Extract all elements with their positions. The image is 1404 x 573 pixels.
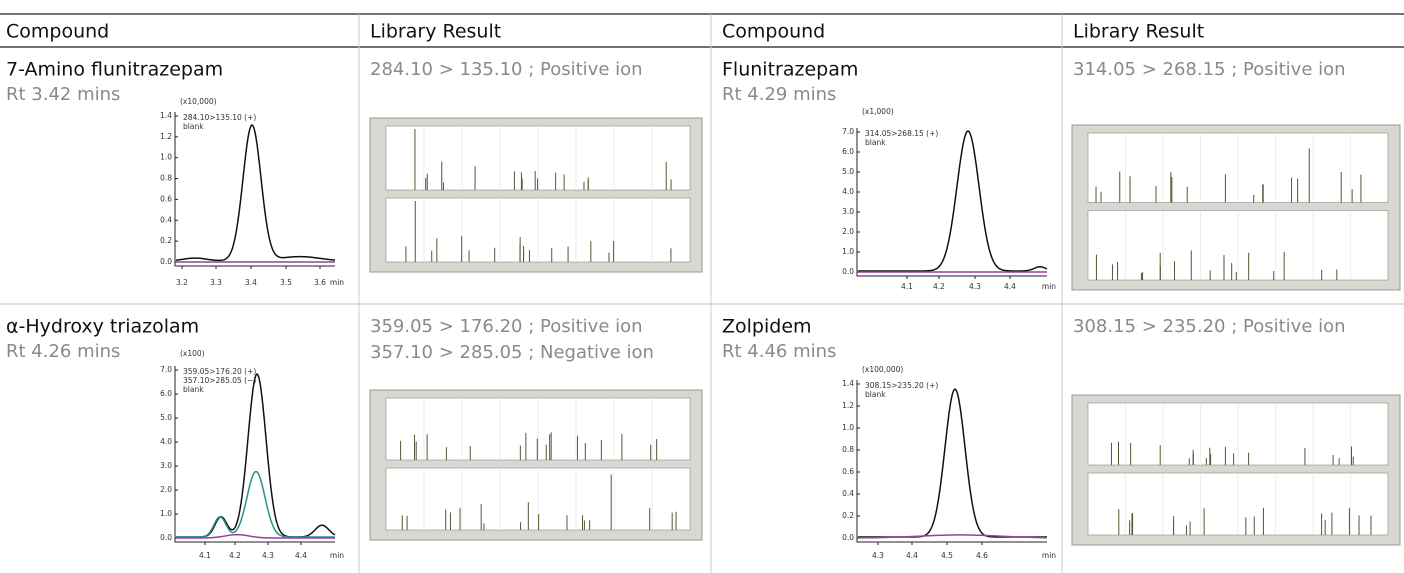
y-tick-label: 0.2 (160, 236, 172, 245)
y-tick-label: 1.0 (160, 153, 172, 162)
x-tick-label: 4.2 (229, 551, 241, 560)
x-tick-label: 3.2 (176, 278, 188, 287)
y-tick-label: 0.6 (160, 194, 172, 203)
x-unit: min (1042, 551, 1056, 560)
x-tick-label: 3.4 (245, 278, 257, 287)
y-tick-label: 1.0 (160, 509, 172, 518)
y-tick-label: 0.2 (842, 511, 854, 520)
x-unit: min (330, 278, 344, 287)
x-tick-label: 4.1 (901, 282, 913, 291)
x-tick-label: 3.6 (314, 278, 326, 287)
legend-entry: 308.15>235.20 (+) (865, 381, 938, 390)
x-tick-label: 4.4 (906, 551, 918, 560)
y-tick-label: 3.0 (842, 207, 854, 216)
trace (176, 374, 335, 537)
x-tick-label: 4.5 (941, 551, 953, 560)
legend-entry: 357.10>285.05 (−) (183, 376, 256, 385)
x-tick-label: 4.3 (262, 551, 274, 560)
y-tick-label: 4.0 (842, 187, 854, 196)
y-tick-label: 0.0 (160, 533, 172, 542)
column-header: Compound (722, 21, 825, 43)
y-tick-label: 0.0 (842, 533, 854, 542)
legend-entry: blank (865, 138, 886, 147)
transition: 284.10 > 135.10 ; Positive ion (370, 59, 643, 80)
y-tick-label: 1.0 (842, 423, 854, 432)
y-tick-label: 3.0 (160, 461, 172, 470)
x-tick-label: 3.3 (210, 278, 222, 287)
y-tick-label: 1.4 (842, 379, 854, 388)
trace (858, 389, 1047, 537)
y-tick-label: 0.0 (842, 267, 854, 276)
legend-entry: blank (183, 122, 204, 131)
y-tick-label: 5.0 (842, 167, 854, 176)
column-header: Library Result (370, 21, 501, 43)
y-tick-label: 7.0 (842, 127, 854, 136)
transition: 357.10 > 285.05 ; Negative ion (370, 342, 654, 363)
x-unit: min (330, 551, 344, 560)
x-tick-label: 3.5 (280, 278, 292, 287)
compound-name: 7-Amino flunitrazepam (6, 59, 223, 81)
y-tick-label: 1.2 (160, 132, 172, 141)
page: Compound Library Result Compound Library Re… (0, 0, 1404, 573)
transition: 314.05 > 268.15 ; Positive ion (1073, 59, 1346, 80)
y-tick-label: 0.4 (160, 215, 172, 224)
retention-time: Rt 4.46 mins (722, 341, 836, 362)
scale-label: (x1,000) (862, 107, 894, 116)
y-tick-label: 6.0 (160, 389, 172, 398)
y-tick-label: 4.0 (160, 437, 172, 446)
transition: 359.05 > 176.20 ; Positive ion (370, 316, 643, 337)
legend-entry: 359.05>176.20 (+) (183, 367, 256, 376)
retention-time: Rt 4.26 mins (6, 341, 120, 362)
y-tick-label: 7.0 (160, 365, 172, 374)
scale-label: (x100,000) (862, 365, 903, 374)
y-tick-label: 1.2 (842, 401, 854, 410)
retention-time: Rt 4.29 mins (722, 84, 836, 105)
legend-entry: blank (183, 385, 204, 394)
axis (857, 128, 1047, 276)
legend-entry: 284.10>135.10 (+) (183, 113, 256, 122)
y-tick-label: 0.0 (160, 257, 172, 266)
y-tick-label: 0.6 (842, 467, 854, 476)
scale-label: (x10,000) (180, 97, 217, 106)
compound-name: Zolpidem (722, 316, 812, 338)
y-tick-label: 1.4 (160, 111, 172, 120)
y-tick-label: 0.8 (160, 174, 172, 183)
y-tick-label: 2.0 (160, 485, 172, 494)
y-tick-label: 6.0 (842, 147, 854, 156)
x-tick-label: 4.1 (199, 551, 211, 560)
x-tick-label: 4.3 (969, 282, 981, 291)
scale-label: (x100) (180, 349, 205, 358)
compound-name: Flunitrazepam (722, 59, 858, 81)
legend-entry: blank (865, 390, 886, 399)
column-header: Compound (6, 21, 109, 43)
retention-time: Rt 3.42 mins (6, 84, 120, 105)
column-header: Library Result (1073, 21, 1204, 43)
axis (857, 380, 1047, 542)
legend-entry: 314.05>268.15 (+) (865, 129, 938, 138)
trace (176, 472, 335, 538)
x-unit: min (1042, 282, 1056, 291)
x-tick-label: 4.4 (295, 551, 307, 560)
trace (858, 131, 1047, 271)
x-tick-label: 4.4 (1004, 282, 1016, 291)
y-tick-label: 0.8 (842, 445, 854, 454)
y-tick-label: 5.0 (160, 413, 172, 422)
x-tick-label: 4.3 (872, 551, 884, 560)
trace (176, 125, 335, 260)
transition: 308.15 > 235.20 ; Positive ion (1073, 316, 1346, 337)
y-tick-label: 0.4 (842, 489, 854, 498)
x-tick-label: 4.6 (976, 551, 988, 560)
x-tick-label: 4.2 (933, 282, 945, 291)
compound-name: α-Hydroxy triazolam (6, 316, 199, 338)
y-tick-label: 1.0 (842, 247, 854, 256)
y-tick-label: 2.0 (842, 227, 854, 236)
